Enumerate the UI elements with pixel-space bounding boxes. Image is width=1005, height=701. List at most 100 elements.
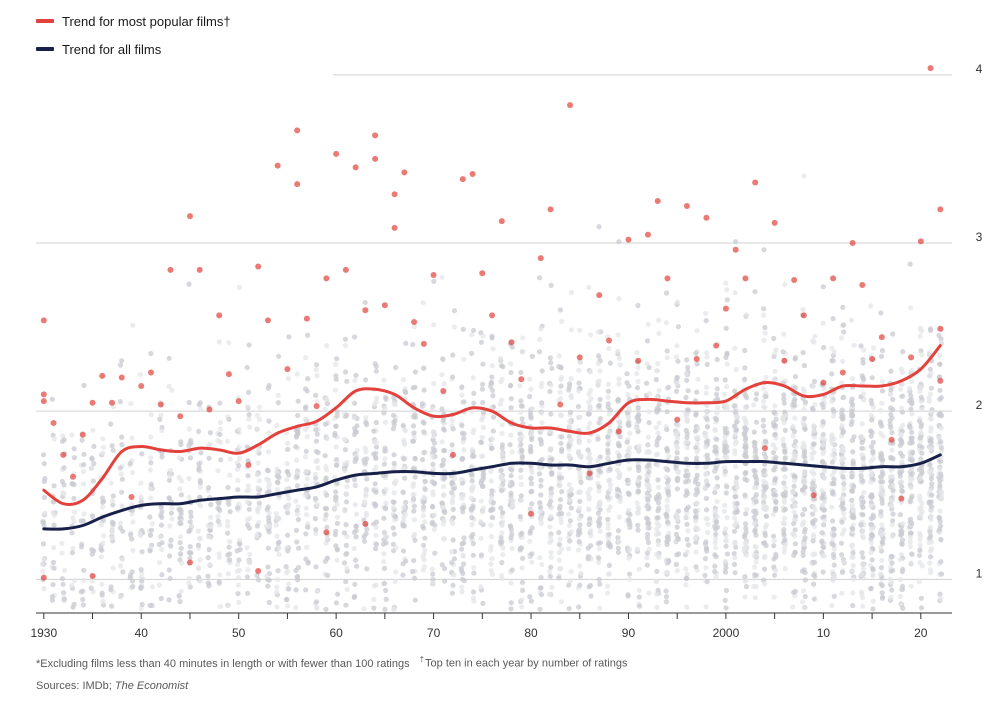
film-point (266, 484, 272, 490)
film-point (518, 467, 524, 473)
film-point (636, 449, 642, 455)
film-point (800, 306, 806, 313)
film-point (586, 284, 592, 290)
film-point (480, 414, 486, 420)
film-point (449, 560, 455, 566)
film-point (781, 392, 787, 398)
film-point (431, 429, 437, 435)
film-point (879, 400, 885, 406)
film-point (899, 541, 905, 548)
popular-film-point (391, 224, 398, 231)
film-point (850, 526, 856, 532)
film-point (820, 284, 826, 290)
film-point (470, 552, 476, 558)
film-point (675, 324, 682, 330)
film-point (868, 444, 875, 450)
film-point (294, 474, 300, 480)
film-point (373, 519, 379, 525)
film-point (215, 514, 221, 520)
popular-film-point (109, 399, 116, 406)
film-point (391, 490, 397, 496)
popular-film-point (186, 213, 193, 220)
film-point (831, 476, 837, 482)
film-point (918, 429, 924, 435)
film-point (547, 388, 553, 395)
film-point (721, 391, 728, 397)
film-point (917, 536, 923, 543)
film-point (761, 478, 767, 484)
film-point (870, 598, 876, 604)
film-point (245, 590, 251, 596)
film-point (889, 533, 895, 540)
film-point (42, 510, 48, 516)
film-point (722, 439, 728, 445)
popular-film-point (40, 391, 47, 398)
film-point (742, 470, 748, 477)
film-point (100, 598, 106, 605)
film-point (539, 410, 545, 416)
film-point (811, 449, 817, 456)
film-point (761, 312, 767, 318)
film-point (236, 463, 242, 469)
film-point (712, 426, 718, 432)
film-point (489, 436, 495, 442)
film-point (878, 451, 885, 457)
film-point (655, 430, 661, 436)
film-point (538, 384, 544, 390)
film-point (722, 558, 729, 565)
popular-film-point (70, 473, 77, 480)
legend: Trend for most popular films† Trend for … (36, 10, 231, 66)
film-point (742, 578, 749, 584)
film-point (373, 489, 379, 495)
film-point (595, 519, 602, 525)
film-point (343, 491, 349, 497)
film-point (71, 446, 77, 452)
film-point (860, 360, 866, 366)
film-point (245, 483, 251, 489)
film-point (519, 448, 525, 454)
film-point (558, 376, 564, 383)
film-point (645, 497, 651, 503)
film-point (207, 430, 213, 436)
x-tick-label-1970: 70 (427, 626, 441, 640)
film-point (412, 369, 418, 375)
film-point (771, 335, 777, 341)
film-point (69, 582, 75, 588)
film-point (674, 299, 680, 305)
film-point (760, 398, 767, 404)
film-point (274, 422, 280, 429)
film-point (402, 511, 408, 517)
film-point (830, 441, 836, 447)
film-point (703, 604, 709, 610)
film-point (900, 605, 906, 611)
film-point (138, 567, 144, 573)
film-point (702, 556, 709, 562)
film-point (656, 435, 662, 441)
film-point (352, 482, 358, 488)
film-point (480, 381, 486, 387)
film-point (227, 538, 233, 545)
film-point (752, 289, 758, 295)
popular-film-point (196, 266, 203, 273)
film-point (509, 449, 515, 455)
film-point (148, 350, 154, 357)
film-point (490, 393, 496, 399)
film-point (820, 569, 826, 575)
film-point (782, 474, 788, 480)
film-point (763, 393, 769, 400)
film-point (800, 386, 806, 392)
film-point (771, 538, 777, 544)
film-point (627, 547, 633, 553)
film-point (899, 528, 905, 534)
film-point (879, 469, 885, 475)
popular-film-point (820, 379, 827, 386)
film-point (654, 591, 660, 597)
sources-economist: The Economist (114, 680, 189, 692)
film-point (666, 454, 672, 460)
film-point (751, 508, 757, 514)
film-point (683, 439, 690, 445)
film-point (412, 412, 418, 418)
film-point (81, 382, 87, 388)
film-point (488, 445, 494, 452)
film-point (441, 476, 447, 482)
